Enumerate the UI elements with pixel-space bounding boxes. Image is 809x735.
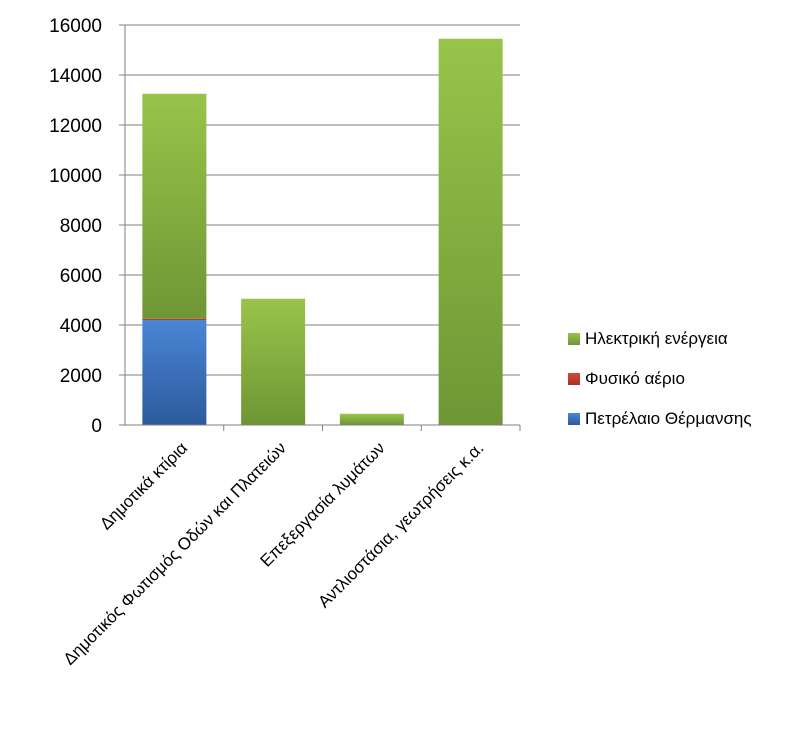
legend-swatch <box>568 373 580 385</box>
bars <box>142 38 521 431</box>
legend-swatch <box>568 413 580 425</box>
legend-label: Πετρέλαιο Θέρμανσης <box>585 409 752 428</box>
legend-label: Ηλεκτρική ενέργεια <box>585 329 728 348</box>
legend-swatch <box>568 333 580 345</box>
bar-segment <box>339 413 404 425</box>
bar-segment <box>241 298 306 425</box>
bar-segment <box>142 320 207 425</box>
y-tick-label: 2000 <box>60 366 102 387</box>
y-tick-label: 6000 <box>60 266 102 287</box>
y-tick-label: 0 <box>91 416 102 437</box>
legend-label: Φυσικό αέριο <box>585 369 685 388</box>
bar-segment <box>438 38 503 425</box>
y-tick-label: 8000 <box>60 216 102 237</box>
bar-segment <box>142 318 207 320</box>
legend: Ηλεκτρική ενέργεια Φυσικό αέριο Πετρέλαιο … <box>568 329 752 428</box>
y-tick-label: 14000 <box>49 66 102 87</box>
category-label: Αντλιοστάσια, γεωτρήσεις κ.α. <box>314 438 487 611</box>
y-tick-label: 10000 <box>49 166 102 187</box>
y-axis-tick-labels: 0 2000 4000 6000 8000 10000 12000 14000 16000 <box>49 16 102 437</box>
category-label: Δημοτικά κτίρια <box>96 438 191 533</box>
bar-segment <box>142 93 207 319</box>
y-tick-label: 12000 <box>49 116 102 137</box>
y-tick-label: 4000 <box>60 316 102 337</box>
category-label: Δημοτικός Φωτισμός Οδών και Πλατειών <box>60 438 290 668</box>
y-tick-label: 16000 <box>49 16 102 37</box>
